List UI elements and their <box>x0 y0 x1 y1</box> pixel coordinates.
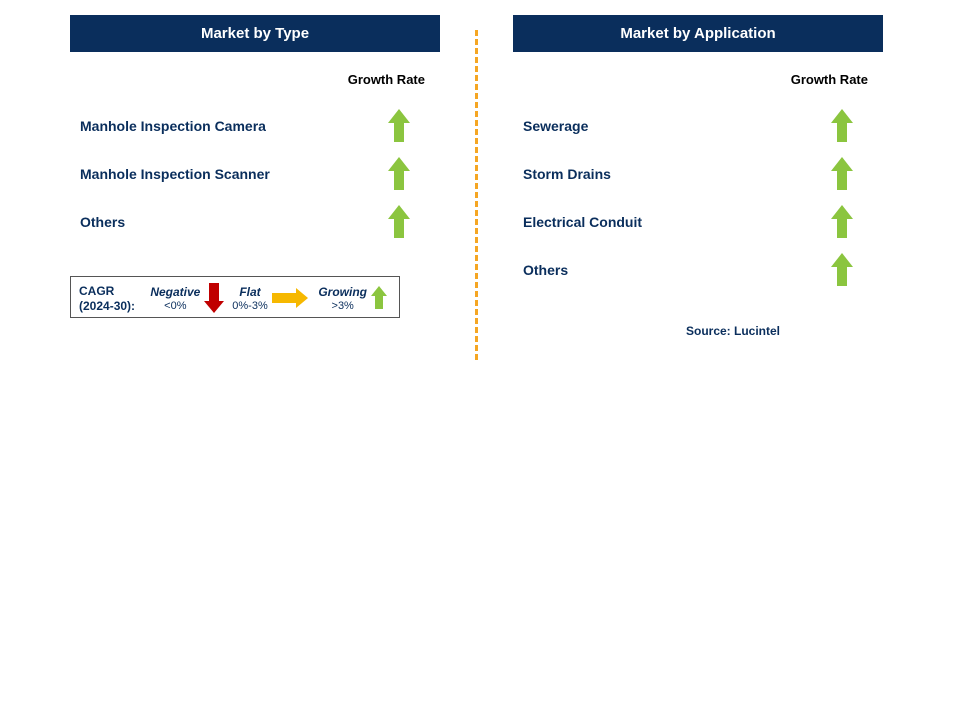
arrow-right-icon <box>272 288 308 308</box>
arrow-up-icon <box>831 205 853 239</box>
list-item: Electrical Conduit <box>513 198 883 246</box>
panel-header-type: Market by Type <box>70 15 440 52</box>
vertical-divider <box>475 30 478 360</box>
arrow-up-icon <box>388 109 410 143</box>
legend-val-growing: >3% <box>332 300 354 312</box>
panel-header-application: Market by Application <box>513 15 883 52</box>
arrow-up-icon <box>388 205 410 239</box>
legend-val-flat: 0%-3% <box>232 300 267 312</box>
legend-cat-negative: Negative <box>150 285 200 299</box>
list-item: Manhole Inspection Camera <box>70 102 440 150</box>
legend-row: CAGR (2024-30): Negative <0% Flat 0%-3% <box>79 283 391 313</box>
legend-cat-flat: Flat <box>239 285 260 299</box>
arrow-up-icon <box>831 157 853 191</box>
legend-group-negative: Negative <0% <box>149 283 226 313</box>
legend-title-line1: CAGR <box>79 284 143 298</box>
legend-group-flat: Flat 0%-3% <box>232 285 309 312</box>
source-label: Source: Lucintel <box>583 324 883 338</box>
arrow-down-icon <box>204 283 224 313</box>
list-item: Others <box>513 246 883 294</box>
row-label: Others <box>80 214 125 230</box>
panel-market-by-application: Market by Application Growth Rate Sewera… <box>513 15 883 338</box>
growth-rate-header-right: Growth Rate <box>513 72 868 87</box>
list-item: Others <box>70 198 440 246</box>
legend-title: CAGR (2024-30): <box>79 284 143 313</box>
list-item: Manhole Inspection Scanner <box>70 150 440 198</box>
main-container: Market by Type Growth Rate Manhole Inspe… <box>0 0 969 360</box>
legend-cat-growing: Growing <box>318 285 367 299</box>
type-rows: Manhole Inspection Camera Manhole Inspect… <box>70 102 440 246</box>
row-label: Manhole Inspection Scanner <box>80 166 270 182</box>
arrow-up-icon <box>388 157 410 191</box>
growth-rate-header-left: Growth Rate <box>70 72 425 87</box>
legend-box: CAGR (2024-30): Negative <0% Flat 0%-3% <box>70 276 400 318</box>
arrow-up-icon <box>831 253 853 287</box>
legend-val-negative: <0% <box>164 300 186 312</box>
legend-group-growing: Growing >3% <box>314 285 391 312</box>
arrow-up-icon <box>371 286 387 310</box>
list-item: Storm Drains <box>513 150 883 198</box>
row-label: Manhole Inspection Camera <box>80 118 266 134</box>
list-item: Sewerage <box>513 102 883 150</box>
panel-market-by-type: Market by Type Growth Rate Manhole Inspe… <box>70 15 440 318</box>
row-label: Sewerage <box>523 118 588 134</box>
legend-title-line2: (2024-30): <box>79 299 143 313</box>
row-label: Others <box>523 262 568 278</box>
application-rows: Sewerage Storm Drains Electrical Conduit Ot… <box>513 102 883 294</box>
arrow-up-icon <box>831 109 853 143</box>
row-label: Electrical Conduit <box>523 214 642 230</box>
row-label: Storm Drains <box>523 166 611 182</box>
